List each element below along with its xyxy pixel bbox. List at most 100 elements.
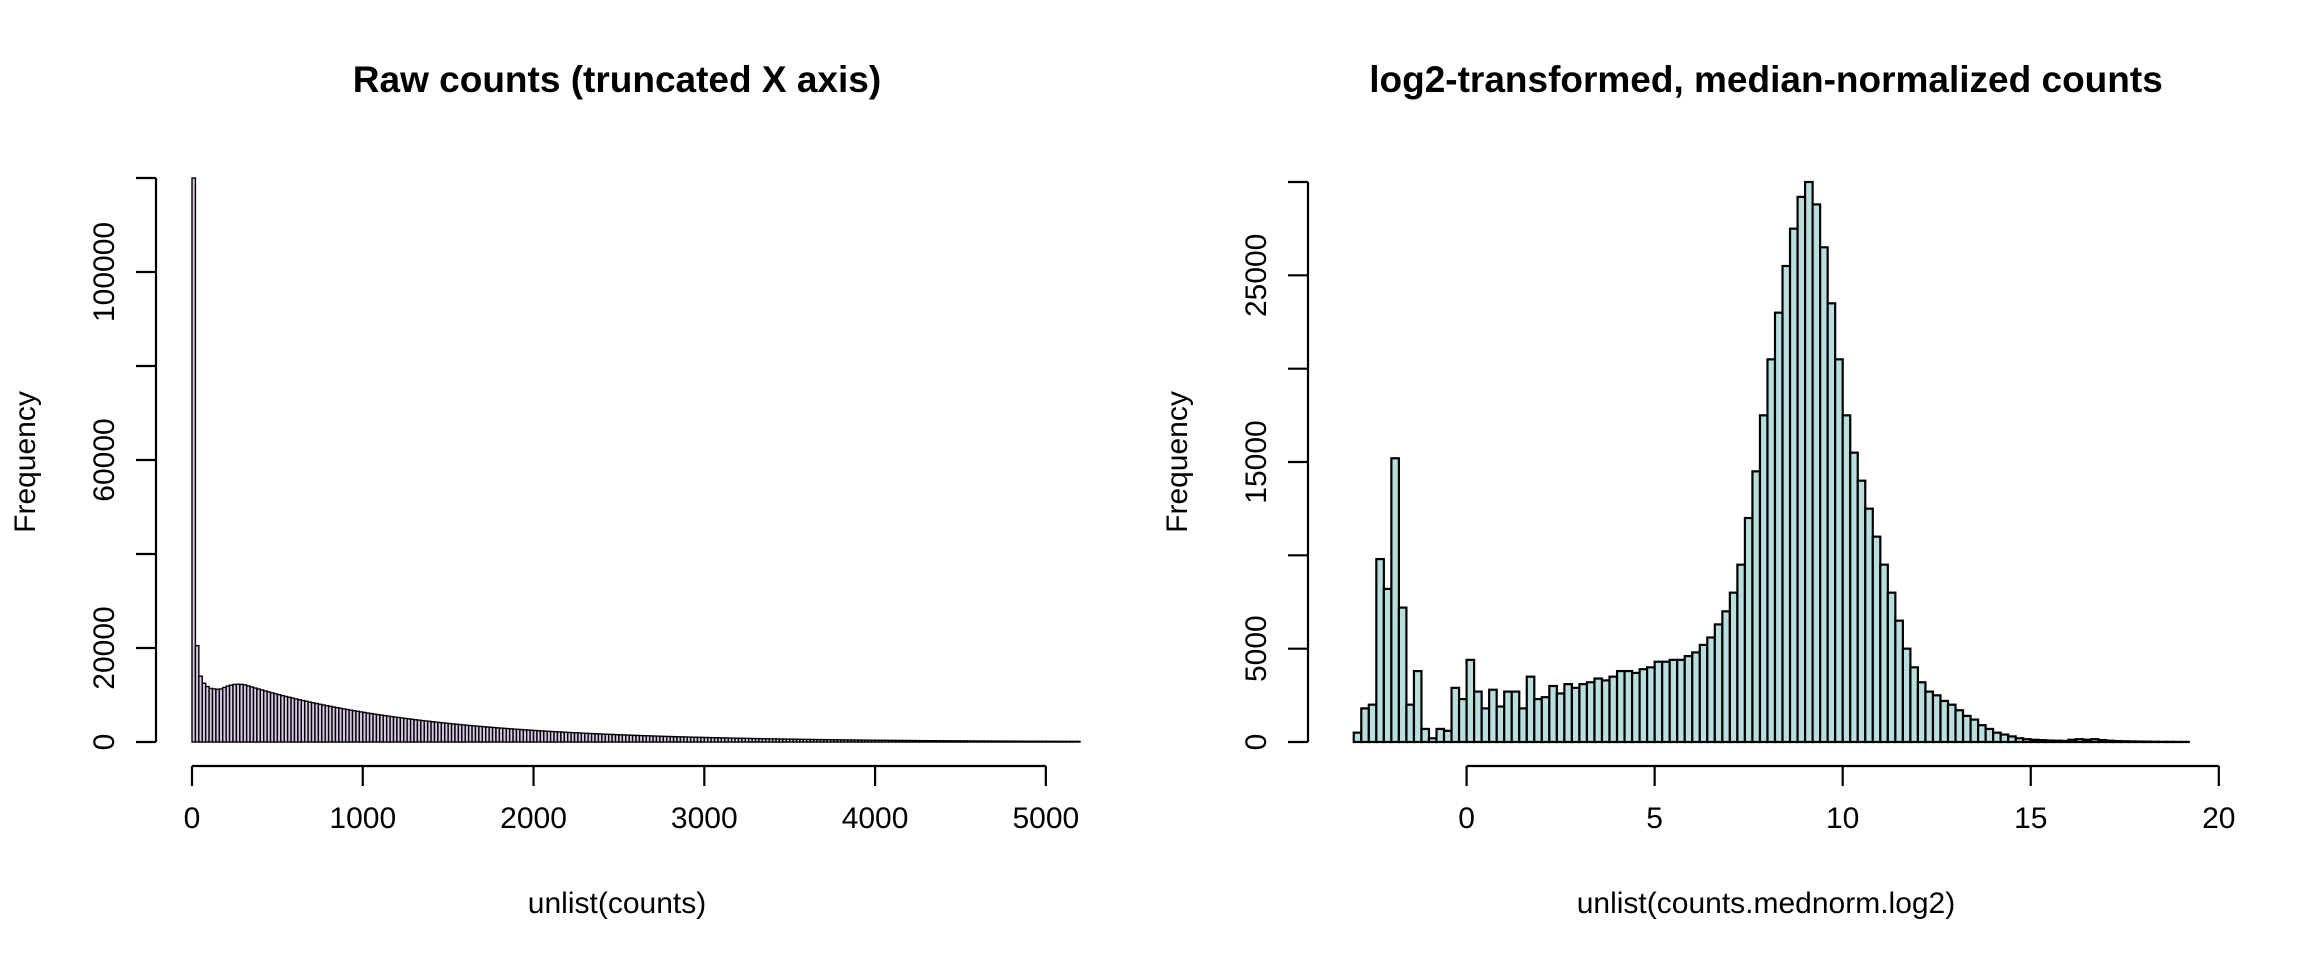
histogram-bar: [1075, 740, 1081, 743]
histogram-bar: [2067, 738, 2077, 744]
histogram-bar: [1608, 675, 1619, 744]
histogram-bar: [1788, 227, 1799, 744]
histogram-bar: [1713, 623, 1724, 744]
x-tick-label: 3000: [671, 802, 738, 835]
y-tick-label: 20000: [88, 606, 121, 689]
histogram-bar: [2052, 739, 2062, 744]
y-tick-label: 5000: [1240, 615, 1273, 682]
histogram-bar: [2022, 738, 2032, 744]
histogram-bar: [1916, 681, 1927, 744]
histogram-bar: [1442, 729, 1453, 744]
x-tick-label: 0: [184, 802, 201, 835]
histogram-bar: [2112, 739, 2123, 744]
histogram-bar: [1585, 681, 1596, 744]
histogram-bar: [1743, 516, 1754, 744]
histogram-bar: [1969, 718, 1980, 744]
y-axis-label: Frequency: [1161, 391, 1194, 533]
histogram-bar: [1834, 358, 1844, 744]
histogram-bar: [1533, 697, 1543, 744]
histogram-bar: [1653, 660, 1664, 744]
histogram-bars: [1352, 180, 2190, 744]
histogram-bar: [2127, 740, 2138, 744]
histogram-bar: [2074, 738, 2085, 744]
histogram-bar: [2082, 738, 2093, 744]
histogram-bar: [1646, 666, 1656, 744]
histogram-bar: [1615, 669, 1626, 744]
histogram-bar: [1811, 203, 1822, 744]
histogram-bar: [2014, 737, 2025, 744]
y-axis-label: Frequency: [9, 391, 42, 533]
histogram-bar: [1931, 694, 1942, 744]
raw-counts-histogram-panel: Raw counts (truncated X axis) unlist(cou…: [9, 59, 1081, 920]
histogram-bar: [2119, 740, 2130, 744]
histogram-bar: [1691, 651, 1701, 744]
histogram-bar: [1367, 703, 1378, 744]
histogram-bar: [1488, 688, 1498, 744]
x-axis-label: unlist(counts.mednorm.log2): [1577, 887, 1956, 920]
histogram-bar: [2104, 739, 2115, 744]
histogram-bar: [2007, 735, 2017, 744]
axes: 0 1000 2000 3000 4000 5000 0 20000 60000 100000: [88, 176, 1079, 835]
histogram-bar: [1540, 696, 1551, 744]
histogram-bar: [1593, 677, 1604, 744]
histogram-bar: [2044, 739, 2055, 744]
histogram-bar: [1457, 697, 1468, 744]
histogram-bar: [1909, 666, 1920, 744]
histogram-bar: [1706, 636, 1716, 744]
y-tick-label: 60000: [88, 418, 121, 501]
histogram-bar: [1721, 610, 1731, 744]
histogram-bar: [191, 177, 197, 743]
histogram-bar: [2029, 738, 2040, 744]
histogram-bar: [1826, 302, 1837, 744]
histogram-bar: [2089, 738, 2100, 744]
histogram-bar: [1841, 414, 1852, 744]
histogram-bar: [1638, 668, 1649, 744]
histogram-bar: [1570, 686, 1581, 744]
x-tick-label: 20: [2202, 802, 2235, 835]
histogram-bar: [1623, 669, 1634, 744]
histogram-bar: [1503, 690, 1513, 744]
x-tick-label: 5: [1646, 802, 1663, 835]
histogram-bar: [1427, 737, 1438, 744]
histogram-bar: [1676, 658, 1686, 744]
histogram-bar: [1555, 692, 1566, 744]
x-tick-label: 15: [2014, 802, 2047, 835]
histogram-bar: [2037, 739, 2047, 744]
histogram-bar: [1796, 195, 1807, 744]
histogram-bar: [1405, 703, 1416, 744]
histogram-bar: [1803, 180, 1814, 744]
histogram-bar: [1736, 563, 1747, 744]
histogram-bar: [1450, 686, 1461, 744]
x-tick-label: 4000: [842, 802, 909, 835]
histogram-bar: [2059, 739, 2070, 744]
histogram-bar: [1420, 727, 1431, 744]
histogram-bar: [1683, 655, 1694, 744]
histogram-bar: [1849, 451, 1859, 744]
histogram-bar: [1984, 727, 1995, 744]
histogram-bar: [1781, 264, 1792, 744]
histogram-bar: [1758, 414, 1769, 744]
histogram-bar: [1728, 591, 1739, 744]
histogram-bar: [1510, 690, 1521, 744]
x-tick-label: 0: [1458, 802, 1475, 835]
histogram-bar: [1548, 684, 1558, 744]
histogram-bar: [1879, 563, 1889, 744]
y-tick-label: 0: [1240, 734, 1273, 751]
histogram-bar: [1480, 707, 1491, 744]
histogram-bar: [1901, 647, 1912, 744]
histogram-bar: [1518, 707, 1528, 744]
histogram-bar: [1999, 733, 2010, 744]
histogram-bar: [1563, 683, 1574, 744]
x-tick-label: 2000: [500, 802, 567, 835]
histogram-bar: [1992, 731, 2002, 744]
histogram-bar: [1871, 535, 1882, 744]
histogram-bar: [1435, 727, 1446, 744]
histogram-bar: [1578, 683, 1589, 744]
histogram-bar: [1939, 699, 1950, 744]
x-tick-label: 5000: [1012, 802, 1079, 835]
histogram-bar: [1473, 690, 1483, 744]
histogram-bar: [1773, 311, 1784, 744]
histogram-bar: [1600, 679, 1611, 744]
histogram-bar: [1946, 703, 1957, 744]
histogram-bar: [1465, 658, 1476, 744]
